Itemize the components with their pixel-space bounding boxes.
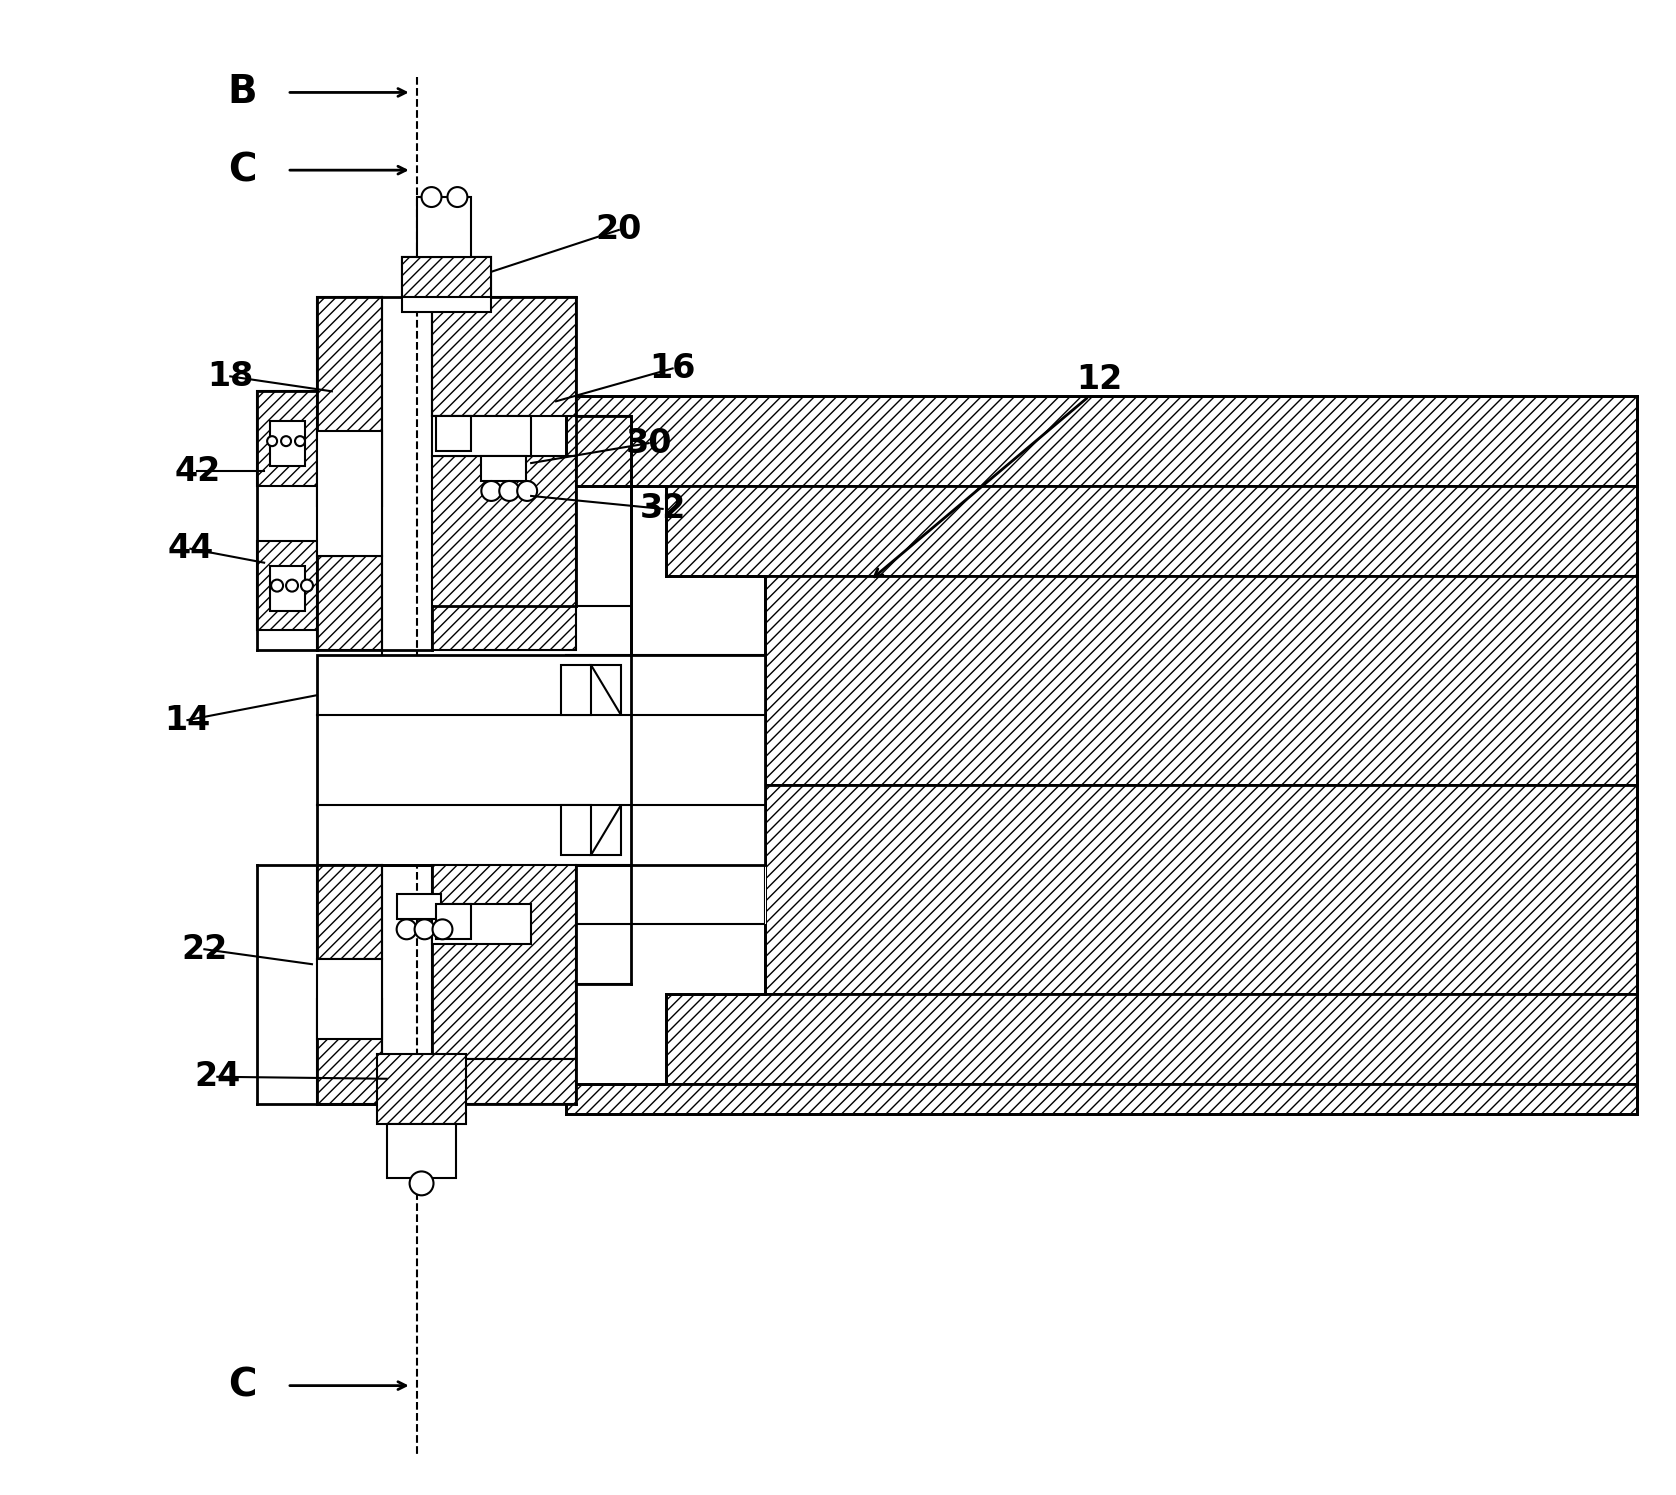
- Bar: [436, 904, 471, 939]
- Bar: [665, 994, 1637, 1084]
- Bar: [665, 486, 1637, 576]
- Circle shape: [272, 580, 283, 592]
- Bar: [270, 422, 305, 466]
- Bar: [431, 416, 531, 456]
- Bar: [481, 456, 526, 481]
- Bar: [317, 999, 382, 1103]
- Bar: [431, 296, 577, 416]
- Bar: [561, 804, 592, 855]
- Bar: [317, 960, 382, 1039]
- Circle shape: [422, 187, 441, 206]
- Circle shape: [518, 481, 536, 501]
- Text: 30: 30: [625, 426, 672, 459]
- Circle shape: [397, 919, 417, 939]
- Text: 22: 22: [181, 933, 228, 966]
- Text: 32: 32: [640, 492, 685, 525]
- Circle shape: [432, 919, 453, 939]
- Circle shape: [302, 580, 313, 592]
- Polygon shape: [592, 804, 620, 855]
- Bar: [561, 665, 592, 715]
- Bar: [766, 785, 1637, 994]
- Circle shape: [447, 187, 468, 206]
- Text: C: C: [228, 151, 256, 190]
- Circle shape: [409, 1172, 434, 1196]
- Bar: [566, 864, 766, 924]
- Bar: [431, 864, 577, 1058]
- Text: 44: 44: [168, 532, 213, 565]
- Circle shape: [287, 580, 298, 592]
- Bar: [317, 431, 382, 556]
- Bar: [317, 296, 382, 505]
- Bar: [317, 864, 382, 960]
- Circle shape: [481, 481, 501, 501]
- Bar: [566, 396, 1637, 486]
- Bar: [317, 556, 382, 650]
- Bar: [402, 257, 491, 296]
- Bar: [566, 1084, 1637, 1114]
- Bar: [431, 904, 531, 945]
- Bar: [566, 655, 766, 715]
- Bar: [387, 1124, 456, 1178]
- Bar: [377, 1054, 466, 1124]
- Circle shape: [295, 437, 305, 446]
- Bar: [317, 655, 766, 864]
- Bar: [431, 456, 577, 650]
- Text: 18: 18: [208, 360, 253, 393]
- Bar: [402, 257, 491, 311]
- Text: 14: 14: [164, 704, 211, 737]
- Bar: [256, 392, 317, 486]
- Text: C: C: [228, 1366, 256, 1405]
- Text: B: B: [228, 73, 256, 112]
- Bar: [256, 541, 317, 631]
- Bar: [766, 576, 1637, 785]
- Text: 42: 42: [174, 454, 221, 487]
- Circle shape: [282, 437, 292, 446]
- Bar: [270, 565, 305, 610]
- Bar: [436, 416, 471, 451]
- Circle shape: [414, 919, 434, 939]
- Text: 20: 20: [595, 214, 642, 247]
- Circle shape: [499, 481, 520, 501]
- Text: 24: 24: [194, 1060, 240, 1093]
- Polygon shape: [592, 665, 620, 715]
- Circle shape: [266, 437, 277, 446]
- Bar: [431, 1058, 577, 1103]
- Text: 16: 16: [649, 351, 696, 384]
- Bar: [417, 197, 471, 257]
- Bar: [397, 894, 441, 919]
- Text: 12: 12: [1076, 363, 1123, 396]
